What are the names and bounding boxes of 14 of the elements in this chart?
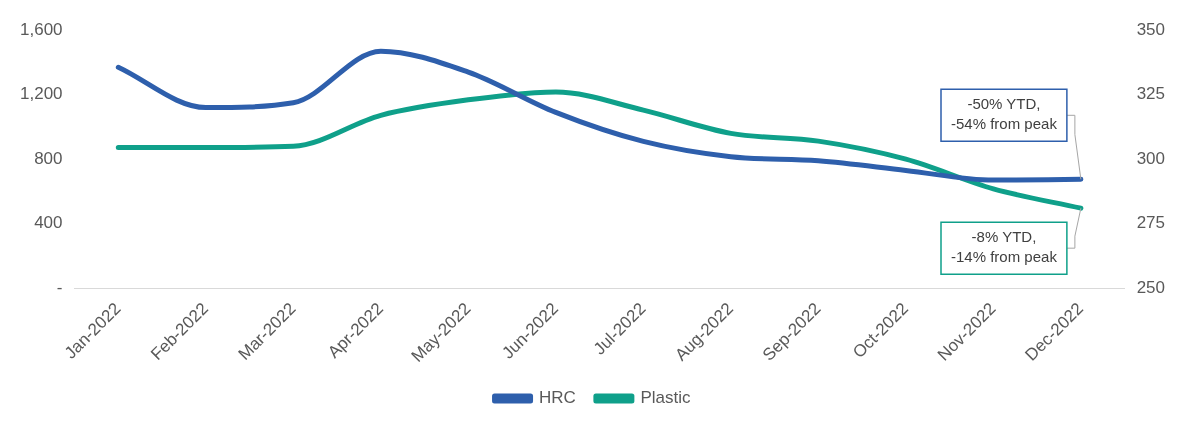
annotation: -50% YTD, -54% from peak <box>951 95 1058 133</box>
annotation: -8% YTD, -14% from peak <box>951 228 1058 266</box>
y2-tick-label: 275 <box>1136 213 1166 233</box>
legend-label: Plastic <box>640 388 691 408</box>
y2-tick-label: 325 <box>1136 84 1166 104</box>
y-tick-label: - <box>56 277 63 297</box>
y-tick-label: 400 <box>34 213 63 233</box>
y-tick-label: 800 <box>34 148 63 168</box>
y2-tick-label: 300 <box>1136 148 1166 168</box>
y2-tick-label: 250 <box>1136 277 1166 297</box>
y-tick-label: 1,200 <box>19 84 63 104</box>
y-tick-label: 1,600 <box>19 19 63 39</box>
y2-tick-label: 350 <box>1136 19 1166 39</box>
legend-label: HRC <box>539 388 576 408</box>
